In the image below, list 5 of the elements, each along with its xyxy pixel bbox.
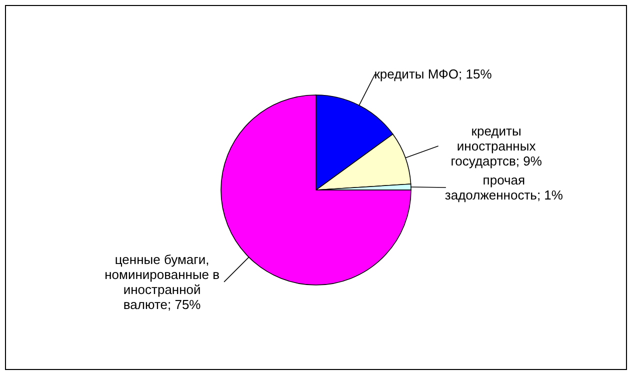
pie-slice (220, 94, 412, 286)
slice-label: кредиты МФО; 15% (374, 66, 492, 82)
slice-label: кредиты иностранных государтсв; 9% (450, 123, 542, 168)
slice-label: прочая задолженность; 1% (444, 172, 564, 202)
slice-label: ценные бумаги, номинированные в иностранной валюте; 75% (104, 252, 220, 312)
